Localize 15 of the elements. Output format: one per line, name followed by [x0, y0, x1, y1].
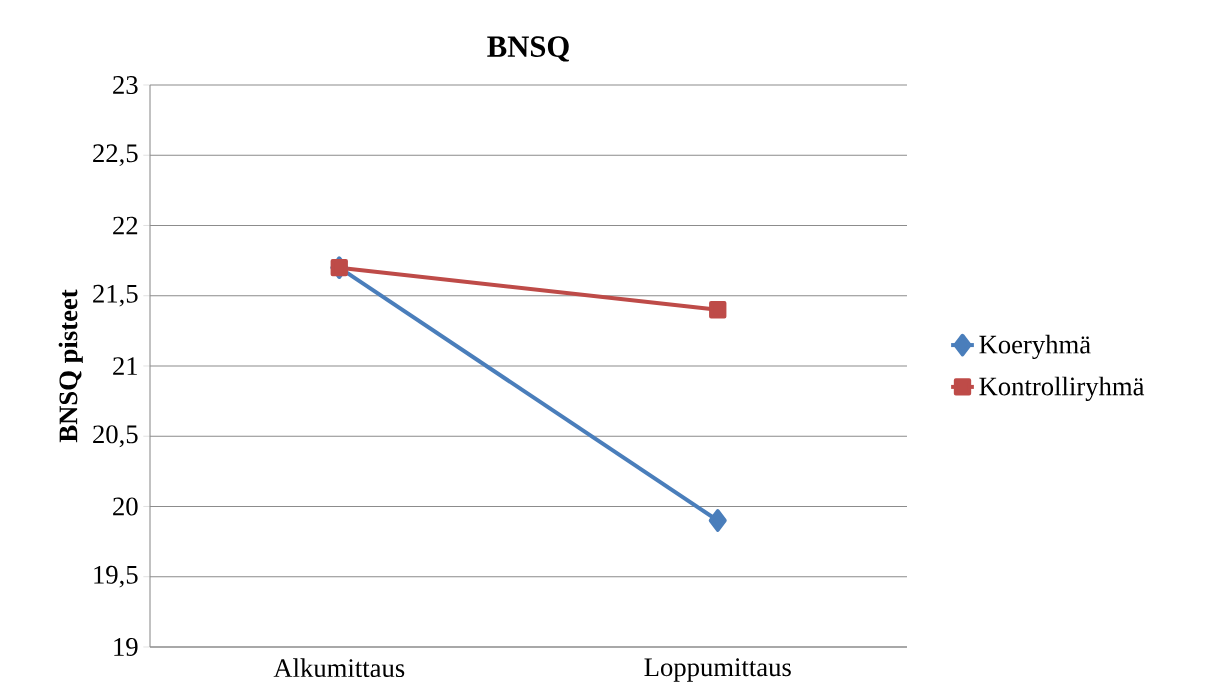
y-tick-label: 22 [113, 216, 138, 235]
y-tick-label: 19 [114, 638, 138, 656]
x-tick-label: Loppumittaus [644, 658, 791, 682]
legend-label: Kontrolliryhmä [979, 376, 1145, 401]
y-tick-label: 19,5 [94, 565, 138, 588]
chart-title: BNSQ [487, 36, 569, 62]
y-tick-label: 23 [113, 76, 138, 94]
y-tick-label: 21 [113, 357, 138, 375]
y-axis-title: BNSQ pisteet [58, 289, 83, 443]
y-tick-label: 22,5 [93, 144, 138, 167]
y-tick-label: 20,5 [93, 425, 138, 448]
y-tick-label: 21,5 [93, 284, 138, 307]
y-tick-label: 20 [113, 497, 138, 516]
x-tick-label: Alkumittaus [273, 658, 405, 678]
legend-label: Koeryhmä [979, 334, 1091, 360]
